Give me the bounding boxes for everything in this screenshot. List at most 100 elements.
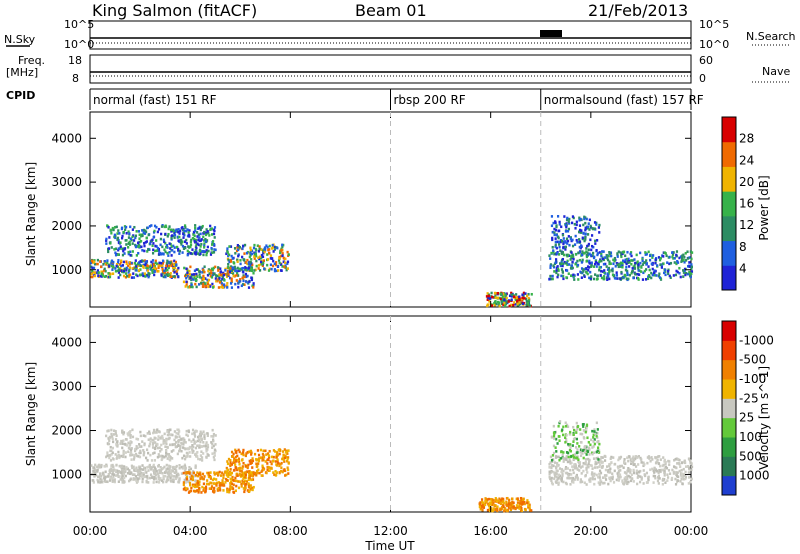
- echo-cell: [159, 477, 162, 480]
- echo-cell: [236, 266, 239, 270]
- echo-cell: [240, 482, 243, 486]
- echo-cell: [123, 476, 126, 480]
- echo-cell: [625, 482, 629, 486]
- echo-cell: [654, 476, 657, 480]
- echo-cell: [138, 261, 141, 264]
- echo-cell: [583, 275, 586, 278]
- echo-cell: [672, 472, 675, 475]
- echo-cell: [170, 262, 174, 266]
- echo-cell: [195, 485, 199, 488]
- echo-cell: [486, 303, 489, 306]
- echo-cell: [554, 243, 557, 247]
- echo-cell: [508, 498, 511, 502]
- echo-cell: [523, 502, 526, 506]
- echo-cell: [192, 232, 195, 236]
- echo-cell: [558, 458, 561, 462]
- echo-cell: [525, 303, 528, 307]
- echo-cell: [231, 475, 234, 479]
- echo-cell: [147, 465, 150, 469]
- echo-cell: [660, 264, 663, 268]
- echo-cell: [277, 259, 281, 262]
- echo-cell: [187, 480, 190, 484]
- echo-cell: [632, 480, 635, 483]
- echo-cell: [165, 468, 168, 471]
- echo-cell: [151, 251, 155, 255]
- echo-cell: [186, 249, 189, 253]
- nsky-tick-bottom: 10^0: [64, 38, 94, 51]
- echo-cell: [630, 462, 633, 465]
- echo-cell: [598, 260, 601, 264]
- echo-cell: [585, 447, 588, 450]
- echo-cell: [281, 243, 284, 247]
- colorbar-swatch: [722, 265, 736, 291]
- echo-cell: [556, 478, 559, 482]
- echo-cell: [566, 242, 569, 245]
- echo-cell: [206, 479, 209, 482]
- echo-cell: [528, 505, 531, 509]
- echo-cell: [197, 238, 200, 242]
- echo-cell: [217, 473, 220, 476]
- echo-cell: [281, 245, 284, 249]
- echo-cell: [107, 429, 110, 433]
- echo-cell: [117, 269, 120, 273]
- echo-cell: [196, 474, 200, 478]
- echo-cell: [96, 475, 100, 479]
- echo-cell: [578, 445, 581, 448]
- echo-cell: [682, 474, 686, 477]
- echo-cell: [114, 469, 117, 472]
- echo-cell: [122, 274, 126, 278]
- echo-cell: [594, 432, 597, 436]
- echo-cell: [275, 455, 278, 459]
- echo-cell: [208, 272, 211, 276]
- echo-cell: [261, 466, 264, 469]
- echo-cell: [564, 440, 567, 444]
- echo-cell: [582, 270, 585, 273]
- echo-cell: [194, 229, 197, 233]
- echo-cell: [179, 241, 182, 244]
- echo-cell: [255, 259, 258, 263]
- echo-cell: [621, 262, 624, 265]
- echo-cell: [630, 473, 633, 477]
- echo-cell: [583, 436, 586, 440]
- echo-cell: [495, 508, 498, 511]
- echo-cell: [672, 257, 675, 260]
- echo-cell: [651, 273, 655, 276]
- echo-cell: [210, 485, 214, 488]
- y-tick-label: 4000: [51, 335, 82, 349]
- echo-cell: [588, 453, 591, 456]
- echo-cell: [598, 473, 601, 477]
- echo-cell: [645, 252, 648, 256]
- echo-cell: [661, 477, 665, 481]
- echo-cell: [636, 272, 639, 276]
- echo-cell: [150, 476, 154, 479]
- echo-cell: [188, 472, 191, 475]
- echo-cell: [199, 434, 203, 437]
- echo-cell: [232, 491, 236, 494]
- echo-cell: [549, 461, 552, 464]
- echo-cell: [570, 264, 573, 267]
- echo-cell: [193, 269, 197, 273]
- echo-cell: [167, 266, 170, 270]
- echo-cell: [253, 257, 256, 260]
- echo-cell: [596, 446, 600, 450]
- echo-cell: [613, 469, 616, 473]
- echo-cell: [560, 479, 563, 483]
- echo-cell: [177, 439, 180, 443]
- echo-cell: [226, 247, 229, 250]
- echo-cell: [580, 244, 583, 247]
- echo-cell: [214, 274, 218, 277]
- echo-cell: [248, 474, 251, 478]
- echo-cell: [198, 434, 201, 438]
- echo-cell: [565, 455, 568, 458]
- echo-cell: [603, 275, 606, 278]
- echo-cell: [125, 268, 128, 271]
- echo-cell: [557, 273, 560, 277]
- echo-cell: [171, 457, 174, 460]
- echo-cell: [152, 235, 155, 239]
- echo-cell: [250, 459, 253, 462]
- echo-cell: [631, 259, 634, 262]
- echo-cell: [587, 242, 590, 246]
- echo-cell: [173, 430, 176, 433]
- echo-cell: [628, 455, 631, 458]
